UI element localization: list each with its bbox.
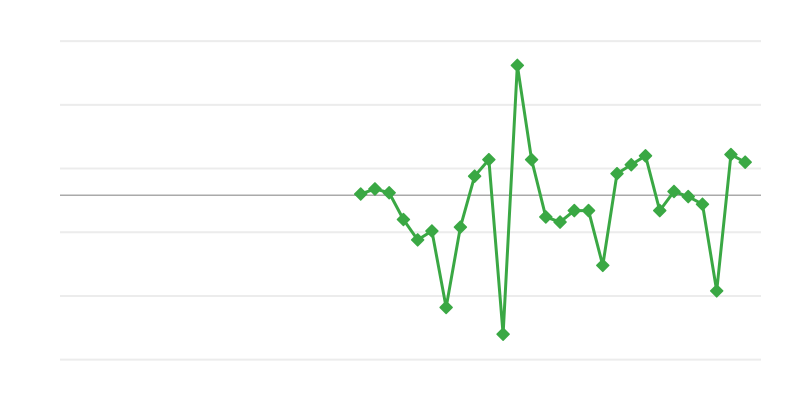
data-point-marker — [681, 189, 695, 204]
data-point-marker — [524, 152, 539, 167]
data-point-marker — [738, 155, 752, 169]
data-point-marker — [453, 220, 468, 234]
data-point-marker — [510, 58, 525, 73]
data-point-marker — [496, 327, 510, 341]
data-point-marker — [439, 300, 453, 315]
data-point-marker — [596, 258, 610, 273]
data-point-marker — [567, 203, 582, 218]
data-point-marker — [382, 186, 396, 200]
data-point-marker — [667, 184, 681, 199]
series-line — [359, 63, 747, 336]
data-point-marker — [709, 284, 724, 298]
data-point-marker — [368, 182, 382, 196]
data-point-marker — [396, 212, 411, 227]
data-point-marker — [539, 210, 553, 224]
data-point-marker — [553, 215, 567, 229]
data-point-marker — [638, 149, 653, 163]
data-point-marker — [724, 147, 738, 162]
data-point-marker — [652, 203, 667, 218]
data-point-marker — [695, 197, 710, 211]
data-point-marker — [467, 169, 482, 183]
data-point-marker — [353, 187, 368, 201]
data-point-marker — [624, 157, 639, 172]
data-point-marker — [581, 203, 596, 218]
data-point-marker — [425, 224, 439, 238]
data-point-marker — [610, 166, 624, 181]
data-point-marker — [410, 233, 425, 247]
data-point-marker — [482, 152, 496, 167]
